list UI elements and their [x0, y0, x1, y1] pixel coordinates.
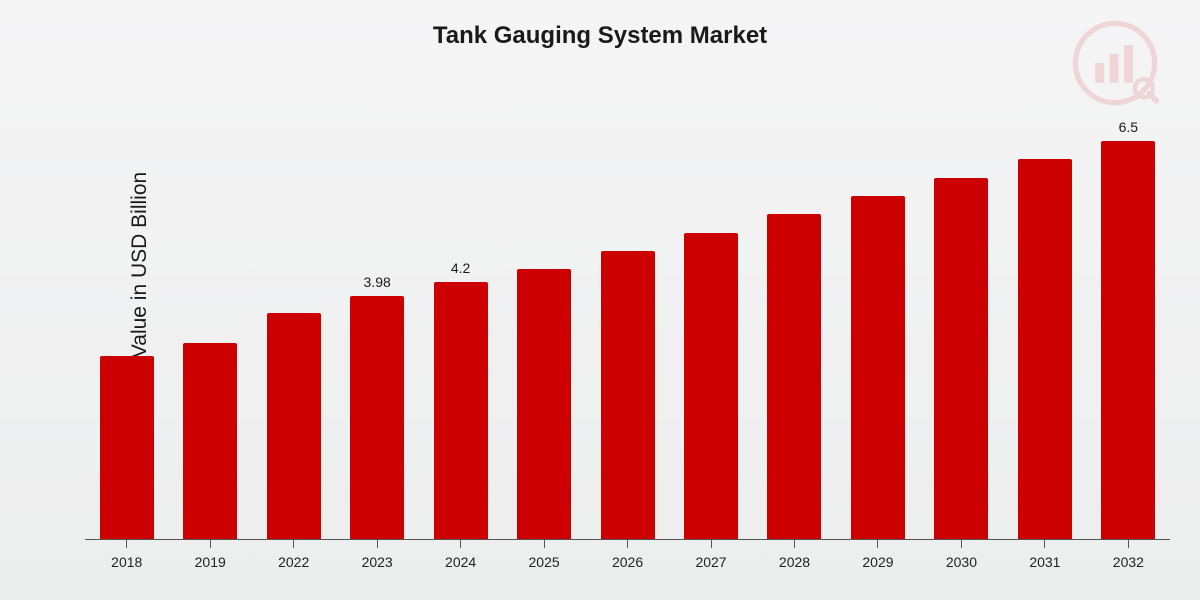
x-axis-tick-label: 2032 [1113, 554, 1144, 570]
x-axis-tick-label: 2029 [862, 554, 893, 570]
x-tick-mark [210, 540, 211, 548]
bar [100, 356, 154, 540]
bar [767, 214, 821, 540]
x-tick-mark [460, 540, 461, 548]
x-axis-tick-label: 2022 [278, 554, 309, 570]
x-axis-tick-label: 2031 [1029, 554, 1060, 570]
bar-value-label: 4.2 [451, 260, 470, 276]
x-axis-baseline [85, 539, 1170, 540]
bar [183, 343, 237, 540]
bar-group: 2026 [586, 110, 669, 540]
plot-area: 2018201920223.9820234.220242025202620272… [85, 110, 1170, 540]
x-tick-mark [377, 540, 378, 548]
bar-group: 2022 [252, 110, 335, 540]
x-tick-mark [1128, 540, 1129, 548]
bar-value-label: 6.5 [1119, 119, 1138, 135]
x-axis-tick-label: 2018 [111, 554, 142, 570]
bar [684, 233, 738, 540]
chart-container: Tank Gauging System Market Market Value … [0, 0, 1200, 600]
x-axis-tick-label: 2019 [195, 554, 226, 570]
x-axis-tick-label: 2027 [695, 554, 726, 570]
x-tick-mark [711, 540, 712, 548]
x-tick-mark [293, 540, 294, 548]
bar [350, 296, 404, 540]
x-tick-mark [961, 540, 962, 548]
x-tick-mark [627, 540, 628, 548]
x-axis-tick-label: 2030 [946, 554, 977, 570]
bar-value-label: 3.98 [364, 274, 391, 290]
x-tick-mark [544, 540, 545, 548]
bar [267, 313, 321, 540]
bar [601, 251, 655, 540]
x-axis-tick-label: 2028 [779, 554, 810, 570]
bar [934, 178, 988, 540]
bar [1101, 141, 1155, 540]
bar [1018, 159, 1072, 540]
bar-group: 4.22024 [419, 110, 502, 540]
bar [851, 196, 905, 540]
bar-group: 2028 [753, 110, 836, 540]
bar-group: 2025 [502, 110, 585, 540]
x-axis-tick-label: 2026 [612, 554, 643, 570]
chart-title: Tank Gauging System Market [0, 22, 1200, 50]
bar-group: 2019 [168, 110, 251, 540]
x-tick-mark [1044, 540, 1045, 548]
bar [517, 269, 571, 541]
x-tick-mark [877, 540, 878, 548]
bar-group: 6.52032 [1087, 110, 1170, 540]
bar-group: 3.982023 [335, 110, 418, 540]
x-tick-mark [126, 540, 127, 548]
bar-group: 2018 [85, 110, 168, 540]
x-axis-tick-label: 2024 [445, 554, 476, 570]
bar [434, 282, 488, 540]
bar-group: 2029 [836, 110, 919, 540]
x-tick-mark [794, 540, 795, 548]
watermark-icon [1070, 18, 1160, 108]
x-axis-tick-label: 2023 [362, 554, 393, 570]
x-axis-tick-label: 2025 [529, 554, 560, 570]
bar-group: 2031 [1003, 110, 1086, 540]
bar-group: 2027 [669, 110, 752, 540]
bar-group: 2030 [920, 110, 1003, 540]
